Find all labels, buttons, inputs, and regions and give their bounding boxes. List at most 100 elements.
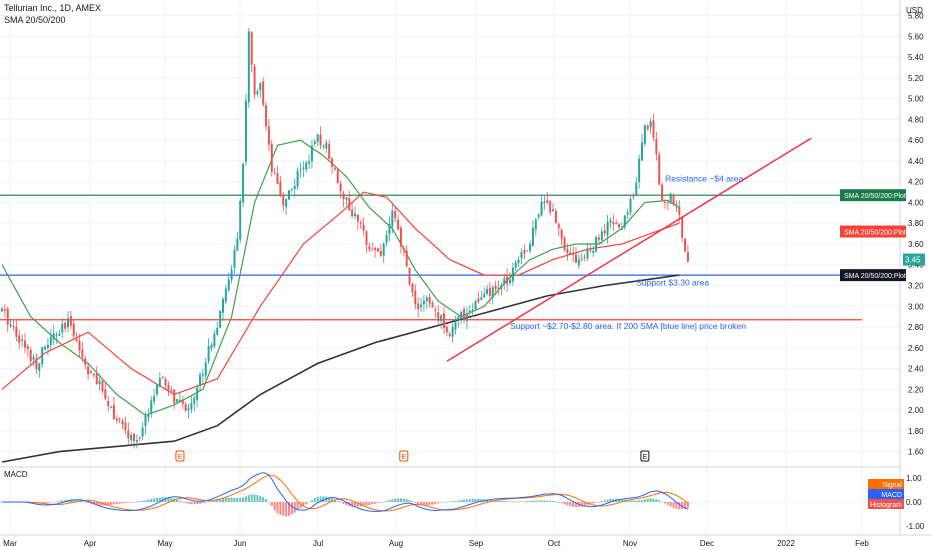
candle-body[interactable]: [474, 300, 477, 310]
indicator-legend[interactable]: SMA 20/50/200: [4, 15, 66, 25]
candle-body[interactable]: [445, 326, 448, 333]
candle-body[interactable]: [213, 334, 216, 347]
candle-body[interactable]: [686, 252, 689, 262]
candle-body[interactable]: [147, 414, 150, 418]
candle-body[interactable]: [3, 309, 6, 311]
candle-body[interactable]: [144, 415, 147, 427]
candle-body[interactable]: [44, 347, 47, 350]
candle-body[interactable]: [554, 211, 557, 223]
candle-body[interactable]: [184, 404, 187, 411]
candle-body[interactable]: [176, 399, 179, 402]
candle-body[interactable]: [112, 404, 115, 420]
candle-body[interactable]: [652, 120, 655, 138]
candle-body[interactable]: [638, 158, 641, 183]
candle-body[interactable]: [75, 339, 78, 342]
candle-body[interactable]: [316, 134, 319, 143]
candle-body[interactable]: [155, 385, 158, 395]
candle-body[interactable]: [296, 170, 299, 187]
earnings-marker[interactable]: [399, 450, 409, 462]
candle-body[interactable]: [580, 258, 583, 260]
candle-body[interactable]: [161, 376, 164, 378]
candle-body[interactable]: [517, 259, 520, 263]
candle-body[interactable]: [81, 349, 84, 358]
candle-body[interactable]: [422, 300, 425, 305]
candle-body[interactable]: [333, 168, 336, 171]
candle-body[interactable]: [603, 230, 606, 234]
candle-body[interactable]: [675, 204, 678, 206]
candle-body[interactable]: [242, 163, 245, 203]
candle-body[interactable]: [597, 237, 600, 240]
candle-body[interactable]: [115, 418, 118, 421]
earnings-marker[interactable]: [640, 450, 650, 462]
candle-body[interactable]: [477, 298, 480, 302]
candle-body[interactable]: [339, 183, 342, 192]
candle-body[interactable]: [397, 220, 400, 230]
candle-body[interactable]: [273, 172, 276, 174]
candle-body[interactable]: [342, 193, 345, 200]
candle-body[interactable]: [549, 201, 552, 213]
candle-body[interactable]: [649, 121, 652, 128]
candle-body[interactable]: [308, 161, 311, 164]
candle-body[interactable]: [643, 125, 646, 145]
candle-body[interactable]: [227, 279, 230, 291]
candle-body[interactable]: [230, 269, 233, 280]
candle-body[interactable]: [250, 32, 253, 65]
candle-body[interactable]: [666, 202, 669, 204]
candle-body[interactable]: [408, 267, 411, 285]
candle-body[interactable]: [661, 184, 664, 201]
candle-body[interactable]: [199, 374, 202, 386]
candle-body[interactable]: [471, 309, 474, 311]
candle-body[interactable]: [623, 215, 626, 228]
candle-body[interactable]: [9, 324, 12, 327]
candle-body[interactable]: [6, 308, 9, 325]
candle-body[interactable]: [529, 244, 532, 252]
candle-body[interactable]: [141, 427, 144, 437]
candle-body[interactable]: [259, 83, 262, 91]
earnings-marker[interactable]: [175, 450, 185, 462]
candle-body[interactable]: [494, 285, 497, 290]
candle-body[interactable]: [575, 254, 577, 263]
candle-body[interactable]: [210, 345, 213, 349]
candle-body[interactable]: [425, 297, 428, 302]
candle-body[interactable]: [328, 143, 331, 159]
candle-body[interactable]: [583, 256, 586, 258]
candle-body[interactable]: [78, 340, 81, 351]
candle-body[interactable]: [606, 221, 609, 236]
candle-body[interactable]: [1, 308, 3, 312]
sma-line-2[interactable]: [1, 274, 680, 463]
candle-body[interactable]: [508, 279, 511, 283]
candle-body[interactable]: [388, 223, 391, 235]
candle-body[interactable]: [663, 202, 666, 204]
candle-body[interactable]: [15, 326, 18, 337]
candle-body[interactable]: [236, 238, 239, 251]
candle-body[interactable]: [244, 100, 247, 162]
candle-body[interactable]: [560, 229, 563, 239]
candle-body[interactable]: [437, 312, 440, 322]
candle-body[interactable]: [196, 387, 199, 400]
candle-body[interactable]: [107, 400, 110, 407]
candle-body[interactable]: [219, 310, 222, 328]
candle-body[interactable]: [497, 287, 500, 289]
candle-body[interactable]: [55, 334, 58, 336]
candle-body[interactable]: [440, 315, 443, 322]
candle-body[interactable]: [201, 374, 204, 376]
candle-body[interactable]: [655, 138, 658, 155]
candle-body[interactable]: [371, 249, 374, 251]
candle-body[interactable]: [207, 346, 210, 362]
candle-body[interactable]: [256, 91, 259, 95]
candle-body[interactable]: [546, 199, 549, 203]
candle-body[interactable]: [641, 142, 644, 161]
candle-body[interactable]: [589, 249, 592, 251]
candle-body[interactable]: [216, 328, 219, 335]
candle-body[interactable]: [167, 384, 170, 391]
candle-body[interactable]: [486, 288, 489, 295]
candle-body[interactable]: [514, 262, 517, 268]
candle-body[interactable]: [29, 349, 32, 362]
candle-body[interactable]: [293, 185, 296, 189]
candle-body[interactable]: [359, 222, 362, 224]
candle-body[interactable]: [276, 173, 279, 184]
candle-body[interactable]: [569, 252, 572, 255]
candle-body[interactable]: [138, 437, 141, 439]
candle-body[interactable]: [417, 303, 420, 310]
candle-body[interactable]: [121, 420, 124, 425]
